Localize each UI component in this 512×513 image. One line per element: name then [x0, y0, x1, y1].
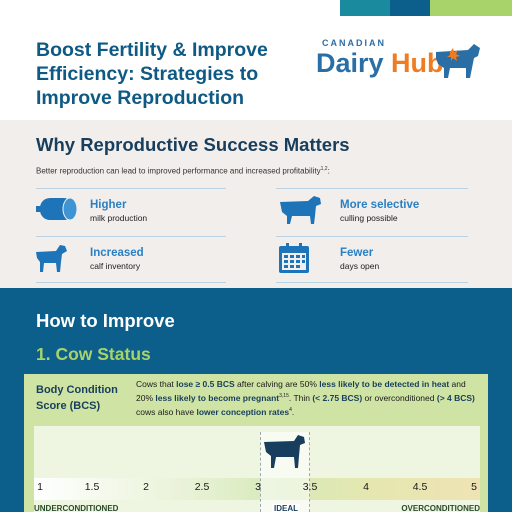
scale-tick: 5 — [471, 481, 477, 493]
benefit-higher: Higher milk production — [90, 199, 148, 223]
divider — [276, 236, 468, 237]
top-color-bar — [0, 0, 512, 16]
page-title: Boost Fertility & Improve Efficiency: St… — [36, 39, 268, 109]
divider — [276, 282, 468, 283]
bcs-label: Body Condition Score (BCS) — [36, 384, 118, 412]
bcs-panel: Body Condition Score (BCS) Cows that los… — [24, 374, 488, 513]
how-heading: How to Improve — [36, 310, 175, 331]
logo-small-text: CANADIAN — [322, 38, 386, 48]
logo-text: Dairy Hub — [316, 48, 444, 78]
cow-status-heading: 1. Cow Status — [36, 344, 151, 364]
canadian-dairy-hub-logo[interactable]: CANADIAN Dairy Hub — [312, 36, 482, 106]
scale-tick: 3 — [255, 481, 261, 493]
why-intro: Better reproduction can lead to improved… — [36, 166, 330, 176]
scale-tick: 3.5 — [302, 481, 318, 493]
why-section: Why Reproductive Success Matters Better … — [0, 120, 512, 288]
benefit-fewer: Fewer days open — [340, 247, 380, 271]
calf-icon — [34, 242, 70, 279]
bcs-scale: 1 1.5 2 2.5 3 3.5 4 4.5 5 UNDERCONDITION… — [34, 426, 480, 513]
how-section: How to Improve 1. Cow Status Body Condit… — [0, 288, 512, 513]
cow-icon — [260, 430, 308, 479]
bcs-description: Cows that lose ≥ 0.5 BCS after calving a… — [136, 379, 475, 417]
divider — [36, 282, 226, 283]
overconditioned-label: OVERCONDITIONED — [401, 504, 480, 513]
divider — [36, 236, 226, 237]
scale-tick: 4.5 — [412, 481, 428, 493]
header: Boost Fertility & Improve Efficiency: St… — [0, 16, 512, 120]
benefit-more-selective: More selective culling possible — [340, 199, 420, 223]
divider — [276, 188, 468, 189]
calendar-icon — [278, 242, 310, 279]
scale-tick: 2.5 — [194, 481, 210, 493]
bcs-gradient-bar — [34, 478, 480, 500]
milk-tank-icon — [34, 196, 80, 227]
divider — [36, 188, 226, 189]
scale-tick: 1.5 — [84, 481, 100, 493]
scale-tick: 1 — [37, 481, 43, 493]
why-heading: Why Reproductive Success Matters — [36, 134, 350, 155]
cow-logo-icon — [436, 44, 480, 78]
scale-tick: 2 — [143, 481, 149, 493]
underconditioned-label: UNDERCONDITIONED — [34, 504, 119, 513]
ideal-label: IDEAL — [272, 504, 300, 513]
scale-tick: 4 — [363, 481, 369, 493]
cow-icon — [278, 194, 324, 231]
benefit-increased: Increased calf inventory — [90, 247, 144, 271]
